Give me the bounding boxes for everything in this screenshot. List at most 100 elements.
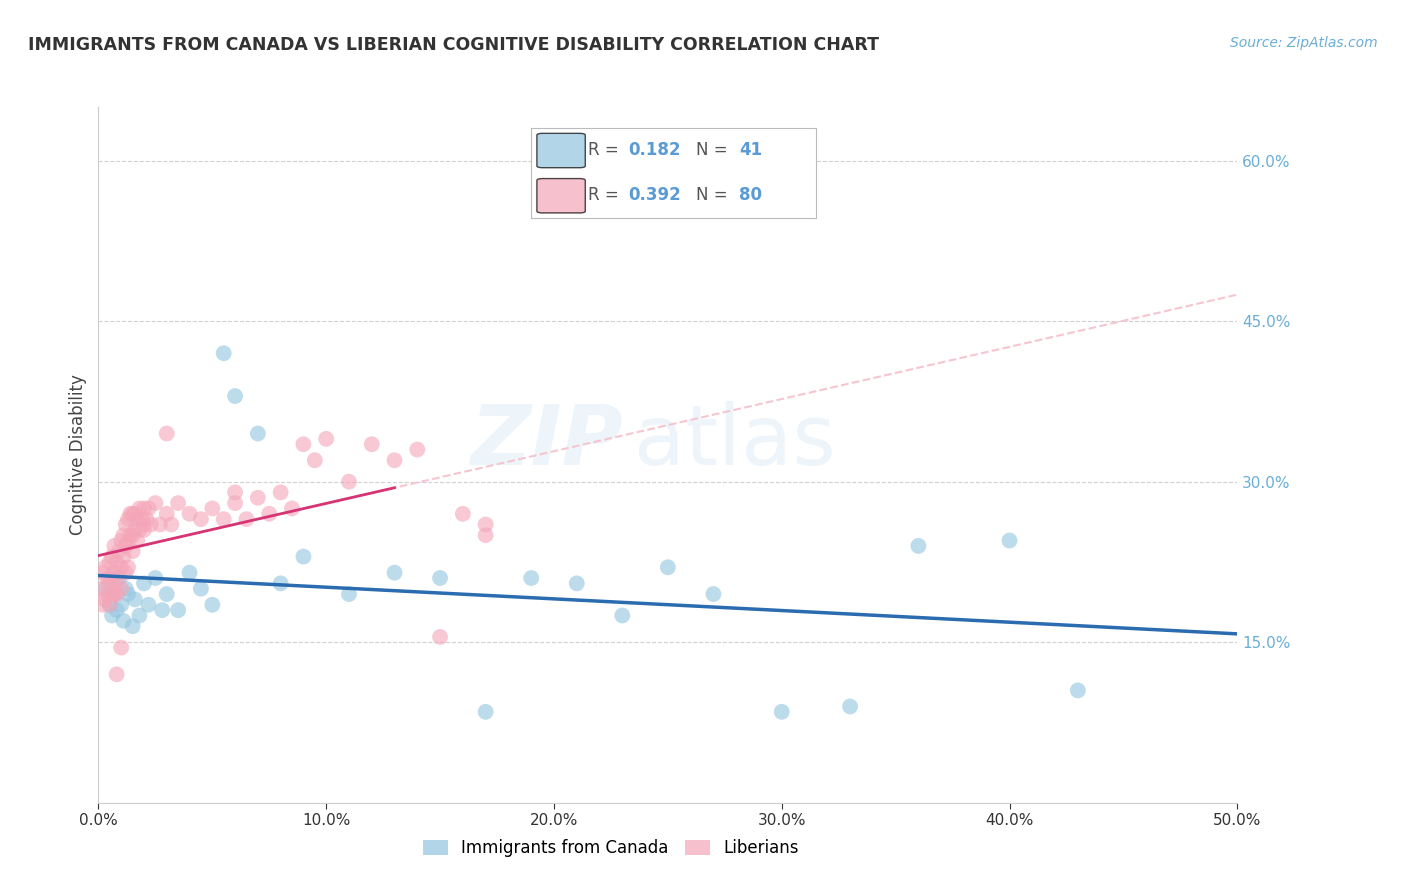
Point bbox=[110, 582, 132, 596]
Point bbox=[132, 523, 155, 537]
Point bbox=[657, 560, 679, 574]
Point bbox=[474, 517, 496, 532]
Point bbox=[117, 560, 139, 574]
Point bbox=[98, 598, 121, 612]
Point bbox=[292, 437, 315, 451]
Point bbox=[117, 512, 139, 526]
Point bbox=[127, 533, 149, 548]
Point bbox=[145, 496, 167, 510]
Point bbox=[105, 555, 128, 569]
Point bbox=[224, 389, 246, 403]
Point bbox=[998, 533, 1021, 548]
Point bbox=[124, 592, 146, 607]
Point bbox=[131, 512, 153, 526]
Point bbox=[212, 512, 235, 526]
Point bbox=[110, 640, 132, 655]
Point bbox=[212, 346, 235, 360]
Point bbox=[101, 608, 124, 623]
Text: atlas: atlas bbox=[634, 401, 835, 482]
Point bbox=[565, 576, 588, 591]
Legend: Immigrants from Canada, Liberians: Immigrants from Canada, Liberians bbox=[416, 833, 806, 864]
Point bbox=[128, 523, 150, 537]
Point bbox=[94, 582, 117, 596]
Point bbox=[167, 496, 190, 510]
Point bbox=[281, 501, 304, 516]
Point bbox=[103, 587, 125, 601]
Point bbox=[132, 517, 155, 532]
Point bbox=[98, 555, 121, 569]
Point bbox=[132, 576, 155, 591]
Point bbox=[124, 523, 146, 537]
Point bbox=[101, 587, 124, 601]
Point bbox=[96, 587, 118, 601]
Point bbox=[190, 512, 212, 526]
Point bbox=[114, 566, 136, 580]
Point bbox=[105, 603, 128, 617]
Point bbox=[474, 528, 496, 542]
Point bbox=[907, 539, 929, 553]
Point bbox=[138, 501, 160, 516]
Point bbox=[117, 533, 139, 548]
Point bbox=[132, 501, 155, 516]
Point bbox=[384, 453, 406, 467]
Point bbox=[270, 485, 292, 500]
Point bbox=[120, 528, 142, 542]
Point bbox=[149, 517, 172, 532]
Point bbox=[520, 571, 543, 585]
Point bbox=[94, 592, 117, 607]
Point bbox=[103, 566, 125, 580]
Point bbox=[156, 587, 179, 601]
Point bbox=[98, 598, 121, 612]
Point bbox=[108, 571, 131, 585]
Point bbox=[179, 507, 201, 521]
Point bbox=[105, 667, 128, 681]
Point bbox=[770, 705, 793, 719]
Point bbox=[114, 517, 136, 532]
Point bbox=[124, 507, 146, 521]
Point bbox=[110, 598, 132, 612]
Point bbox=[337, 475, 360, 489]
Point bbox=[235, 512, 257, 526]
Point bbox=[121, 619, 143, 633]
Point bbox=[112, 614, 135, 628]
Point bbox=[121, 544, 143, 558]
Point bbox=[612, 608, 634, 623]
Point bbox=[150, 603, 173, 617]
Point bbox=[224, 496, 246, 510]
Point bbox=[156, 507, 179, 521]
Point bbox=[121, 507, 143, 521]
Point bbox=[103, 539, 125, 553]
Point bbox=[156, 426, 179, 441]
Point bbox=[451, 507, 474, 521]
Point bbox=[160, 517, 183, 532]
Point bbox=[90, 582, 112, 596]
Point bbox=[224, 485, 246, 500]
Point bbox=[702, 587, 724, 601]
Point bbox=[246, 491, 269, 505]
Point bbox=[112, 528, 135, 542]
Point bbox=[167, 603, 190, 617]
Text: IMMIGRANTS FROM CANADA VS LIBERIAN COGNITIVE DISABILITY CORRELATION CHART: IMMIGRANTS FROM CANADA VS LIBERIAN COGNI… bbox=[28, 36, 879, 54]
Point bbox=[139, 517, 162, 532]
Point bbox=[114, 539, 136, 553]
Point bbox=[101, 549, 124, 564]
Point bbox=[105, 576, 128, 591]
Text: ZIP: ZIP bbox=[470, 401, 623, 482]
Text: Source: ZipAtlas.com: Source: ZipAtlas.com bbox=[1230, 36, 1378, 50]
Point bbox=[292, 549, 315, 564]
Point bbox=[108, 544, 131, 558]
Point bbox=[120, 507, 142, 521]
Point bbox=[190, 582, 212, 596]
Point bbox=[112, 549, 135, 564]
Point bbox=[246, 426, 269, 441]
Point bbox=[114, 582, 136, 596]
Point bbox=[304, 453, 326, 467]
Point bbox=[98, 576, 121, 591]
Point bbox=[110, 560, 132, 574]
Point bbox=[270, 576, 292, 591]
Point bbox=[128, 608, 150, 623]
Point bbox=[91, 598, 114, 612]
Point bbox=[91, 566, 114, 580]
Point bbox=[128, 501, 150, 516]
Point bbox=[201, 501, 224, 516]
